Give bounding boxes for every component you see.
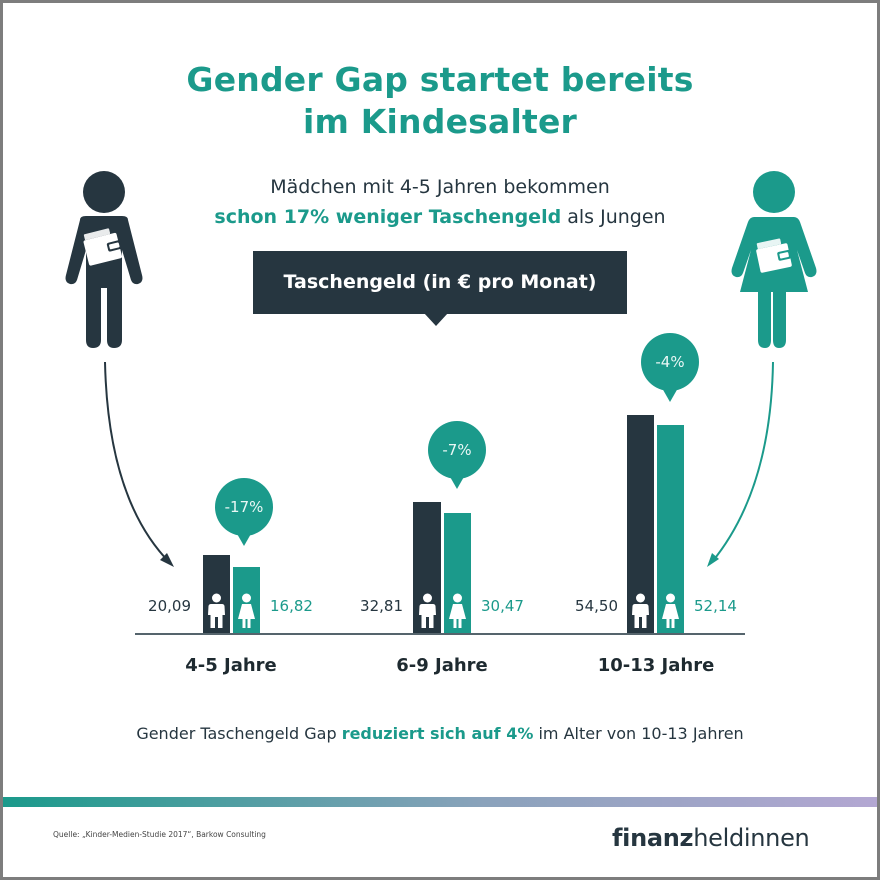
girl-arrow-head-icon: [707, 553, 719, 567]
value-girl-6-9: 30,47: [481, 597, 524, 615]
chart-baseline: [135, 633, 745, 635]
value-girl-4-5: 16,82: [270, 597, 313, 615]
girl-arrow-icon: [711, 361, 774, 563]
value-boy-6-9: 32,81: [360, 597, 403, 615]
boy-with-wallet-icon: [65, 171, 143, 348]
age-label-6-9: 6-9 Jahre: [396, 655, 488, 676]
summary-footnote: Gender Taschengeld Gap reduziert sich au…: [0, 724, 880, 743]
girl-mini-icon: [662, 593, 679, 628]
subtitle-rest: als Jungen: [561, 206, 666, 228]
subtitle-highlight: schon 17% weniger Taschengeld: [214, 206, 562, 228]
gap-bubble-tip-4-5: [236, 532, 252, 546]
source-citation: Quelle: „Kinder-Medien-Studie 2017“, Bar…: [53, 830, 266, 839]
boy-arrow-head-icon: [160, 553, 174, 567]
value-boy-4-5: 20,09: [148, 597, 191, 615]
unit-label-box: Taschengeld (in € pro Monat): [253, 251, 627, 314]
value-girl-10-13: 52,14: [694, 597, 737, 615]
gap-bubble-10-13: -4%: [641, 333, 699, 391]
title-line-1: Gender Gap startet bereits: [186, 60, 694, 99]
gradient-divider: [3, 797, 877, 807]
age-label-10-13: 10-13 Jahre: [597, 655, 715, 676]
girl-mini-icon: [449, 593, 466, 628]
unit-label-pointer: [424, 313, 448, 326]
logo-bold: finanz: [612, 824, 694, 852]
footnote-post: im Alter von 10-13 Jahren: [533, 724, 744, 743]
footnote-highlight: reduziert sich auf 4%: [341, 724, 534, 743]
age-label-4-5: 4-5 Jahre: [185, 655, 277, 676]
boy-mini-icon: [419, 593, 436, 628]
girl-with-wallet-icon: [731, 171, 817, 348]
brand-logo: finanzheldinnen: [612, 824, 810, 852]
value-boy-10-13: 54,50: [575, 597, 618, 615]
title-line-2: im Kindesalter: [302, 102, 578, 141]
subtitle-line-2: schon 17% weniger Taschengeld als Jungen: [0, 202, 880, 232]
girl-mini-icon: [238, 593, 255, 628]
subtitle-line-1: Mädchen mit 4-5 Jahren bekommen: [270, 176, 610, 198]
boy-mini-icon: [632, 593, 649, 628]
gap-bubble-tip-6-9: [449, 475, 465, 489]
footnote-pre: Gender Taschengeld Gap: [136, 724, 342, 743]
gap-bubble-6-9: -7%: [428, 421, 486, 479]
boy-mini-icon: [208, 593, 225, 628]
subtitle: Mädchen mit 4-5 Jahren bekommen schon 17…: [0, 172, 880, 232]
logo-regular: heldinnen: [693, 824, 810, 852]
gap-bubble-tip-10-13: [662, 388, 678, 402]
boy-arrow-icon: [104, 361, 171, 564]
gap-bubble-4-5: -17%: [215, 478, 273, 536]
